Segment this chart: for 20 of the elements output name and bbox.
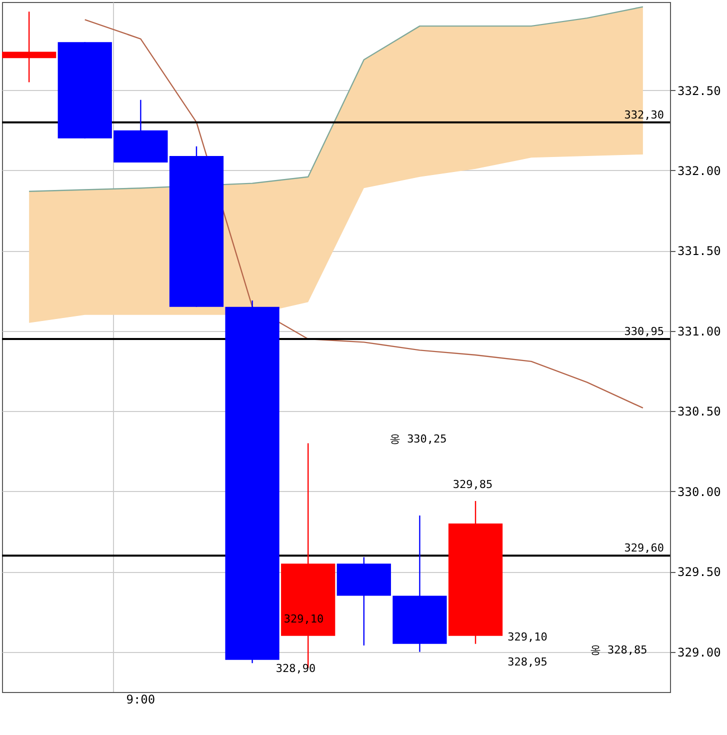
annotation: 328,95 xyxy=(508,655,548,668)
annotation: 옹 328,85 xyxy=(590,644,648,657)
annotation: 329,85 xyxy=(452,478,493,491)
annotation: 329,10 xyxy=(508,630,548,644)
y-tick-label: 330.50 xyxy=(678,404,721,419)
y-tick-label: 329.50 xyxy=(678,565,721,580)
y-tick-label: 329.00 xyxy=(678,645,721,660)
y-tick-label: 331.00 xyxy=(678,324,721,338)
y-tick-label: 331.50 xyxy=(678,244,721,258)
y-tick-label: 332.50 xyxy=(678,84,721,98)
x-tick-label: 9:00 xyxy=(126,692,156,706)
ref-line-label: 332,30 xyxy=(624,108,664,122)
annotation: 328,90 xyxy=(276,662,316,676)
candlestick xyxy=(2,11,56,83)
y-tick-label: 330.00 xyxy=(678,484,721,499)
ref-line-label: 330,95 xyxy=(624,324,664,338)
y-tick-label: 332.00 xyxy=(678,164,721,178)
annotation: 옹 330,25 xyxy=(389,432,447,446)
annotation: 329,10 xyxy=(284,612,324,626)
ref-line-label: 329,60 xyxy=(624,542,664,555)
